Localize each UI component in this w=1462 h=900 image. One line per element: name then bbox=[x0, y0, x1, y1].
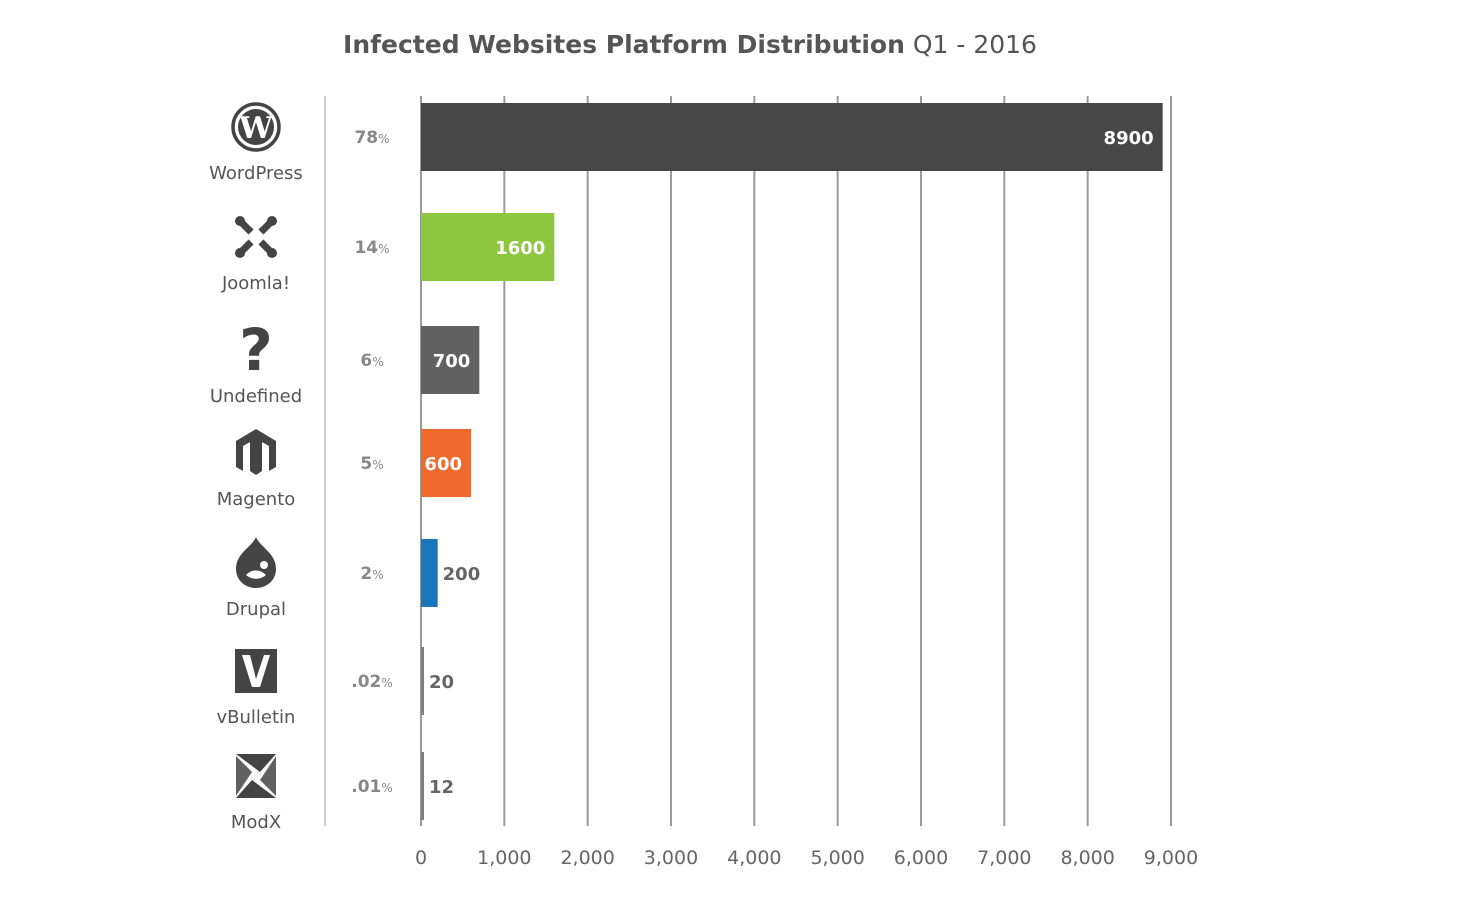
category-label: WordPress bbox=[209, 163, 303, 184]
bar bbox=[421, 213, 555, 281]
percent-label: 6% bbox=[360, 351, 383, 371]
question-icon: ? bbox=[239, 316, 273, 384]
bar bbox=[421, 429, 471, 497]
x-tick-label: 1,000 bbox=[477, 847, 531, 869]
bar bbox=[421, 647, 424, 715]
chart-title-main: Infected Websites Platform Distribution bbox=[343, 30, 905, 59]
svg-text:W: W bbox=[238, 111, 274, 146]
category-label: vBulletin bbox=[217, 707, 296, 728]
bar-value-label: 1600 bbox=[495, 238, 545, 259]
bar-value-label: 600 bbox=[424, 454, 462, 475]
percent-label: 5% bbox=[360, 454, 383, 474]
drupal-icon bbox=[236, 537, 276, 588]
bar-value-label: 8900 bbox=[1104, 128, 1154, 149]
percent-label: 2% bbox=[360, 564, 383, 584]
x-tick-label: 2,000 bbox=[560, 847, 614, 869]
x-tick-label: 0 bbox=[415, 847, 427, 869]
magento-icon bbox=[236, 429, 276, 475]
category-label: ModX bbox=[231, 812, 281, 833]
wordpress-icon: W bbox=[231, 102, 281, 152]
bar bbox=[421, 326, 480, 394]
joomla-icon bbox=[235, 216, 277, 258]
svg-text:?: ? bbox=[239, 316, 273, 384]
percent-label: .02% bbox=[351, 672, 393, 692]
bar bbox=[421, 103, 1163, 171]
category-label: Joomla! bbox=[221, 273, 290, 294]
category-label: Drupal bbox=[226, 599, 286, 620]
modx-icon bbox=[236, 754, 276, 798]
x-tick-label: 9,000 bbox=[1144, 847, 1198, 869]
x-tick-label: 3,000 bbox=[644, 847, 698, 869]
x-tick-label: 4,000 bbox=[727, 847, 781, 869]
bar-value-label: 200 bbox=[443, 564, 481, 585]
bar-value-label: 700 bbox=[433, 351, 471, 372]
category-label: Magento bbox=[217, 489, 296, 510]
bar-value-label: 20 bbox=[429, 672, 454, 693]
vbulletin-icon bbox=[235, 649, 277, 693]
percent-label: .01% bbox=[351, 777, 393, 797]
chart-title: Infected Websites Platform Distribution … bbox=[0, 30, 1380, 59]
x-tick-label: 6,000 bbox=[894, 847, 948, 869]
bar-value-label: 12 bbox=[429, 777, 454, 798]
percent-label: 78% bbox=[354, 128, 389, 148]
bar bbox=[421, 752, 424, 820]
x-tick-label: 8,000 bbox=[1060, 847, 1114, 869]
percent-label: 14% bbox=[354, 238, 389, 258]
chart-title-sub: Q1 - 2016 bbox=[912, 30, 1037, 59]
x-tick-label: 5,000 bbox=[810, 847, 864, 869]
bar bbox=[421, 539, 438, 607]
x-tick-label: 7,000 bbox=[977, 847, 1031, 869]
category-label: Undefined bbox=[210, 386, 302, 407]
